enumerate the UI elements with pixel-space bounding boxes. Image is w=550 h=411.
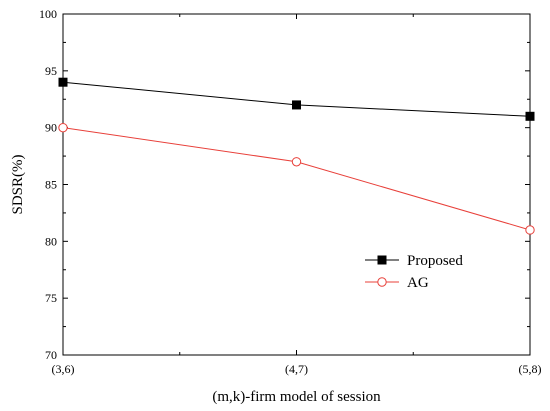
data-point xyxy=(292,100,301,110)
y-ticks: 70 75 80 85 90 95 100 xyxy=(39,7,530,362)
legend-marker xyxy=(377,277,387,287)
y-tick-label: 75 xyxy=(45,291,57,305)
data-point xyxy=(58,77,68,87)
data-point xyxy=(58,122,68,133)
y-tick-label: 70 xyxy=(45,348,57,362)
data-point xyxy=(291,157,302,167)
y-tick-label: 90 xyxy=(45,121,57,135)
x-ticks: (3,6) (4,7) (5,8) xyxy=(52,14,542,376)
series-layer xyxy=(58,77,535,235)
y-axis-label: SDSR(%) xyxy=(10,154,26,214)
plot-frame xyxy=(62,13,531,356)
y-tick-label: 80 xyxy=(45,234,57,248)
y-tick-label: 100 xyxy=(39,7,57,21)
x-axis-label: (m,k)-firm model of session xyxy=(212,389,381,405)
axes xyxy=(62,13,531,356)
series-line xyxy=(62,81,531,117)
data-point xyxy=(525,111,535,121)
y-tick-label: 95 xyxy=(45,64,57,78)
x-tick-label: (5,8) xyxy=(519,362,542,376)
legend: Proposed AG xyxy=(365,253,463,291)
series-line xyxy=(62,127,531,231)
series-ag xyxy=(58,122,535,235)
series-proposed xyxy=(58,77,535,121)
data-point xyxy=(525,225,535,235)
y-tick-label: 85 xyxy=(45,178,57,192)
legend-item: Proposed xyxy=(365,253,463,269)
legend-marker xyxy=(377,255,387,265)
x-tick-label: (4,7) xyxy=(285,362,308,376)
legend-label: AG xyxy=(407,275,429,291)
legend-item: AG xyxy=(365,275,429,291)
legend-label: Proposed xyxy=(407,253,463,269)
x-tick-label: (3,6) xyxy=(52,362,75,376)
